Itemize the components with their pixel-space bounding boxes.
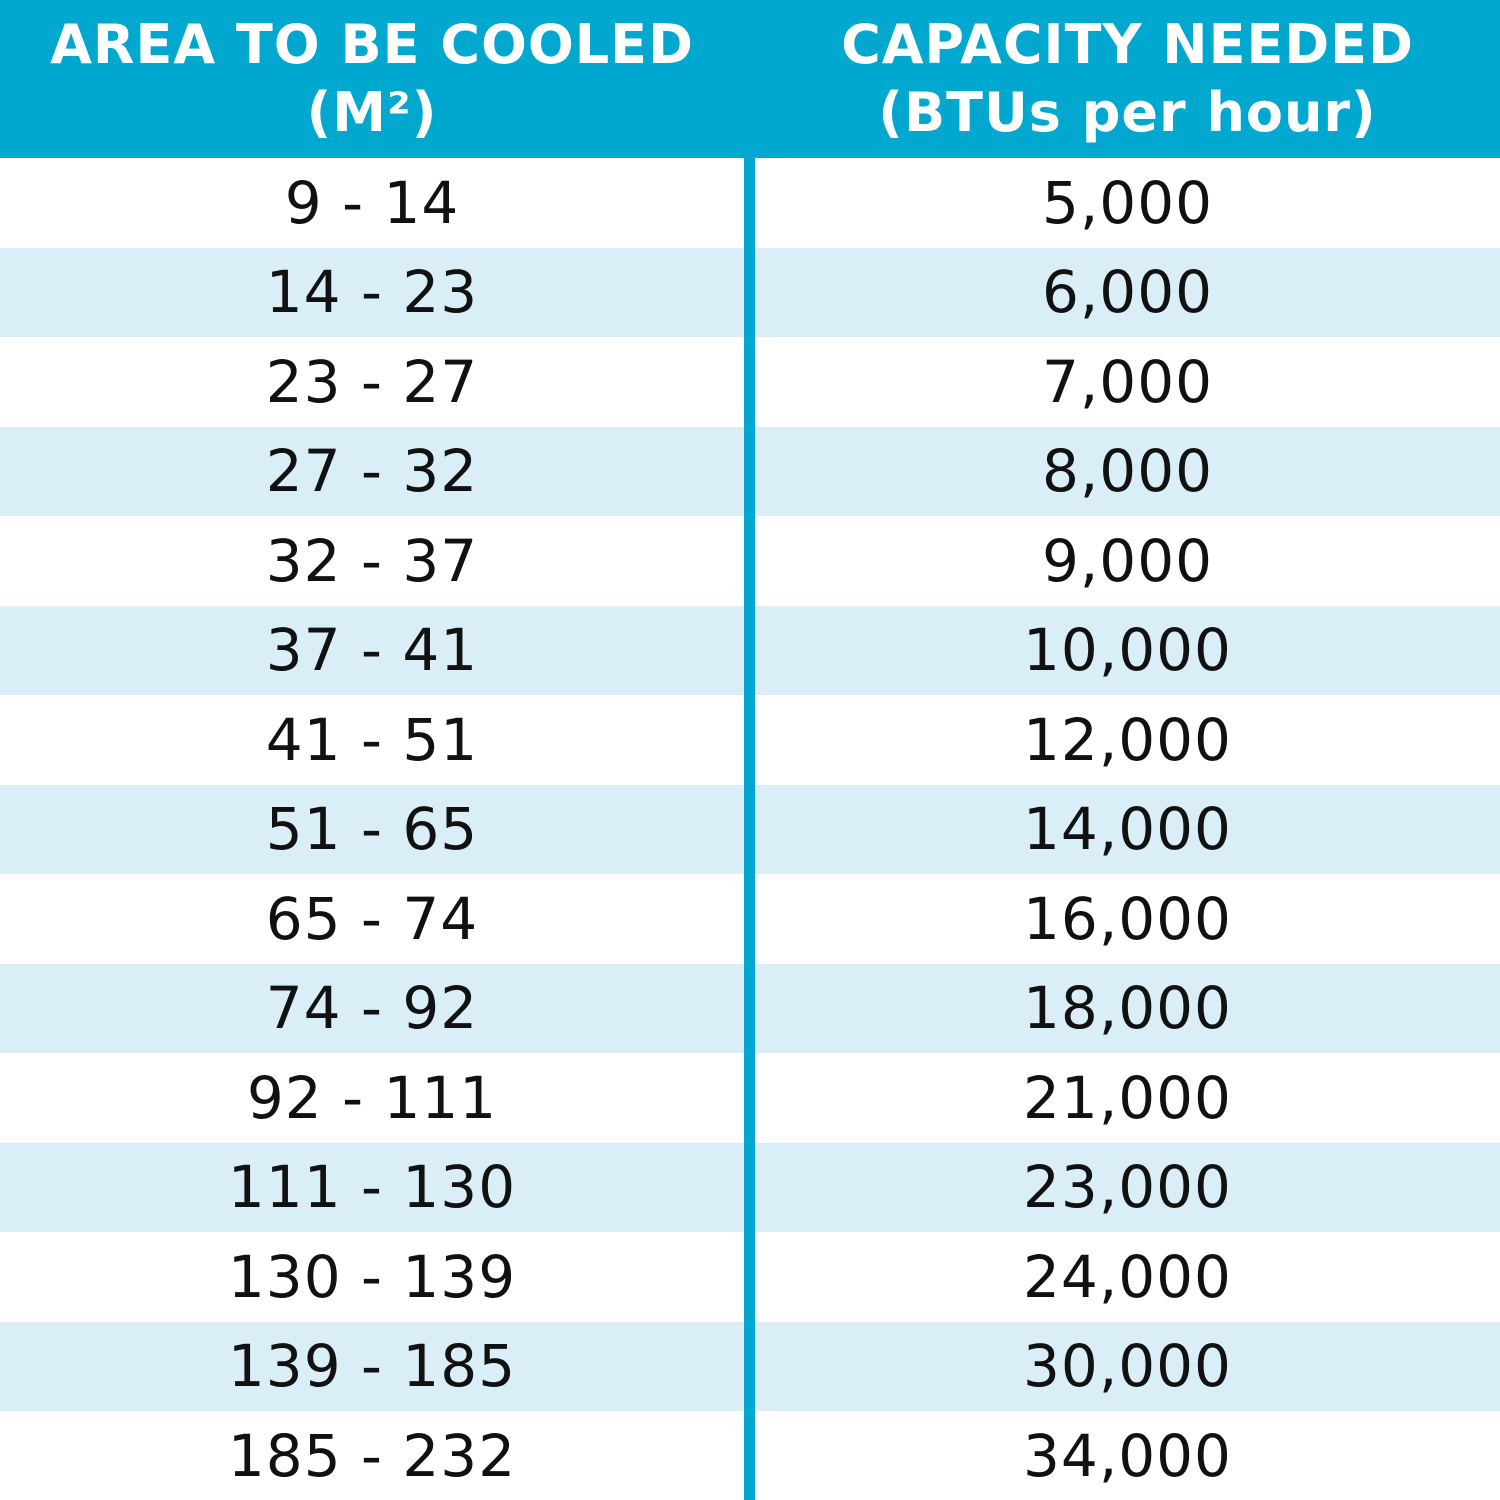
area-cell: 14 - 23 [265,258,479,327]
column-header-capacity-title: CAPACITY NEEDED [841,13,1414,76]
capacity-cell: 34,000 [1023,1421,1232,1490]
capacity-cell: 10,000 [1023,616,1232,685]
area-cell: 9 - 14 [284,168,460,237]
capacity-cell: 14,000 [1023,795,1232,864]
area-cell: 23 - 27 [265,347,479,416]
capacity-cell: 6,000 [1041,258,1214,327]
capacity-cell: 24,000 [1023,1242,1232,1311]
column-header-area-unit: (M²) [306,81,438,144]
capacity-cell: 16,000 [1023,884,1232,953]
area-cell: 111 - 130 [227,1153,517,1222]
capacity-cell: 23,000 [1023,1153,1232,1222]
area-cell: 41 - 51 [265,705,479,774]
capacity-cell: 18,000 [1023,974,1232,1043]
area-cell: 92 - 111 [246,1063,498,1132]
capacity-cell: 8,000 [1041,437,1214,506]
column-divider [744,0,755,1500]
capacity-cell: 5,000 [1041,168,1214,237]
column-header-capacity: CAPACITY NEEDED (BTUs per hour) [755,0,1500,158]
area-cell: 32 - 37 [265,526,479,595]
column-header-area: AREA TO BE COOLED (M²) [0,0,744,158]
column-header-area-title: AREA TO BE COOLED [50,13,694,76]
area-cell: 185 - 232 [227,1421,517,1490]
capacity-cell: 12,000 [1023,705,1232,774]
capacity-cell: 9,000 [1041,526,1214,595]
area-cell: 51 - 65 [265,795,479,864]
area-cell: 27 - 32 [265,437,479,506]
area-cell: 65 - 74 [265,884,479,953]
capacity-cell: 21,000 [1023,1063,1232,1132]
area-cell: 139 - 185 [227,1332,517,1401]
capacity-cell: 7,000 [1041,347,1214,416]
capacity-cell: 30,000 [1023,1332,1232,1401]
area-cell: 37 - 41 [265,616,479,685]
area-cell: 130 - 139 [227,1242,517,1311]
area-cell: 74 - 92 [265,974,479,1043]
column-header-capacity-unit: (BTUs per hour) [878,81,1377,144]
